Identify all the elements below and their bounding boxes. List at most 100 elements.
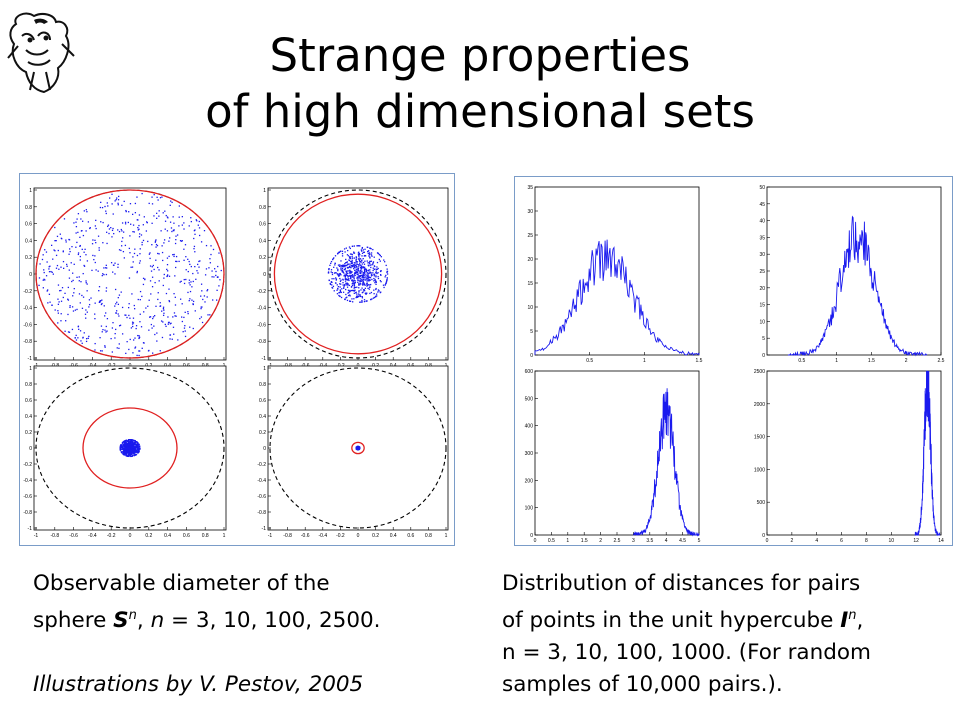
sample-point	[368, 280, 370, 282]
sample-point	[350, 289, 353, 292]
sample-point	[331, 273, 334, 276]
sample-point	[173, 222, 175, 224]
sample-point	[331, 284, 333, 286]
sample-point	[132, 224, 135, 226]
sample-point	[366, 284, 369, 287]
sample-point	[353, 283, 356, 285]
sample-point	[346, 264, 348, 267]
sample-point	[344, 275, 347, 278]
sample-point	[67, 286, 69, 289]
sample-point	[132, 213, 134, 216]
sample-point	[126, 443, 129, 446]
sample-point	[206, 289, 209, 291]
sample-point	[341, 270, 343, 272]
sample-point	[134, 202, 137, 205]
sample-point	[119, 444, 122, 447]
sample-point	[356, 279, 359, 281]
sample-point	[355, 272, 357, 274]
sample-point	[346, 284, 348, 286]
sample-point	[361, 274, 363, 276]
sample-point	[76, 218, 78, 220]
sample-point	[346, 273, 348, 276]
sample-point	[144, 278, 146, 280]
sample-point	[47, 289, 49, 291]
sample-point	[199, 260, 201, 262]
sample-point	[338, 292, 340, 294]
sample-point	[366, 300, 368, 302]
sample-point	[384, 284, 386, 286]
sample-point	[193, 245, 196, 248]
sample-point	[211, 270, 213, 272]
sample-point	[362, 281, 364, 283]
sample-point	[364, 272, 366, 274]
sample-point	[173, 293, 175, 295]
sample-point	[152, 352, 154, 354]
sample-point	[370, 272, 372, 274]
sample-point	[361, 261, 363, 263]
sample-point	[378, 290, 380, 292]
sample-point	[375, 295, 377, 298]
sample-point	[358, 264, 360, 266]
sample-point	[168, 299, 170, 302]
sample-point	[130, 455, 132, 458]
sample-point	[351, 261, 353, 263]
y-tick-label: 1	[263, 366, 266, 372]
sample-point	[139, 248, 141, 250]
sample-point	[125, 455, 127, 457]
sample-point	[130, 440, 132, 442]
x-tick-label: 0.6	[183, 533, 190, 539]
sample-point	[358, 280, 361, 282]
sample-point	[351, 245, 354, 247]
sample-point	[159, 350, 161, 352]
sample-point	[337, 274, 340, 276]
sample-point	[370, 260, 373, 262]
sample-point	[73, 292, 75, 294]
sample-point	[148, 202, 150, 205]
sample-point	[169, 237, 171, 239]
sample-point	[359, 271, 361, 273]
x-tick-label: 0.8	[202, 533, 209, 539]
sample-point	[163, 277, 165, 279]
sample-point	[119, 447, 121, 450]
sample-point	[369, 279, 371, 281]
sample-point	[339, 289, 341, 291]
sample-point	[152, 317, 154, 320]
sample-point	[366, 280, 368, 282]
sample-point	[355, 269, 358, 271]
sample-point	[114, 200, 116, 202]
sample-point	[94, 313, 96, 315]
sample-point	[357, 283, 360, 285]
sample-point	[151, 266, 153, 268]
sample-point	[167, 274, 169, 276]
sample-point	[126, 450, 129, 452]
sample-point	[356, 448, 359, 450]
sample-point	[102, 242, 104, 244]
sample-point	[349, 300, 352, 303]
sample-point	[360, 268, 363, 270]
sample-point	[216, 289, 218, 291]
sample-point	[125, 439, 128, 441]
sample-point	[124, 451, 127, 453]
sample-point	[117, 202, 119, 204]
x-tick-label: 14	[938, 538, 944, 544]
sample-point	[137, 450, 140, 452]
sample-point	[380, 269, 382, 272]
sample-point	[346, 286, 349, 288]
sample-point	[137, 443, 139, 445]
sample-point	[349, 290, 351, 293]
sample-point	[362, 251, 365, 253]
y-tick-label: -0.6	[23, 494, 32, 500]
sample-point	[49, 265, 51, 267]
sample-point	[111, 351, 113, 353]
sample-point	[126, 452, 128, 455]
sample-point	[364, 254, 366, 257]
sample-point	[104, 346, 106, 348]
sample-point	[161, 196, 163, 198]
sample-point	[138, 236, 141, 238]
y-tick-label: 100	[525, 506, 534, 512]
sample-point	[380, 256, 383, 258]
sample-point	[55, 254, 58, 257]
x-tick-label: 2.5	[614, 538, 621, 544]
sample-point	[369, 271, 371, 273]
sample-point	[374, 279, 376, 281]
